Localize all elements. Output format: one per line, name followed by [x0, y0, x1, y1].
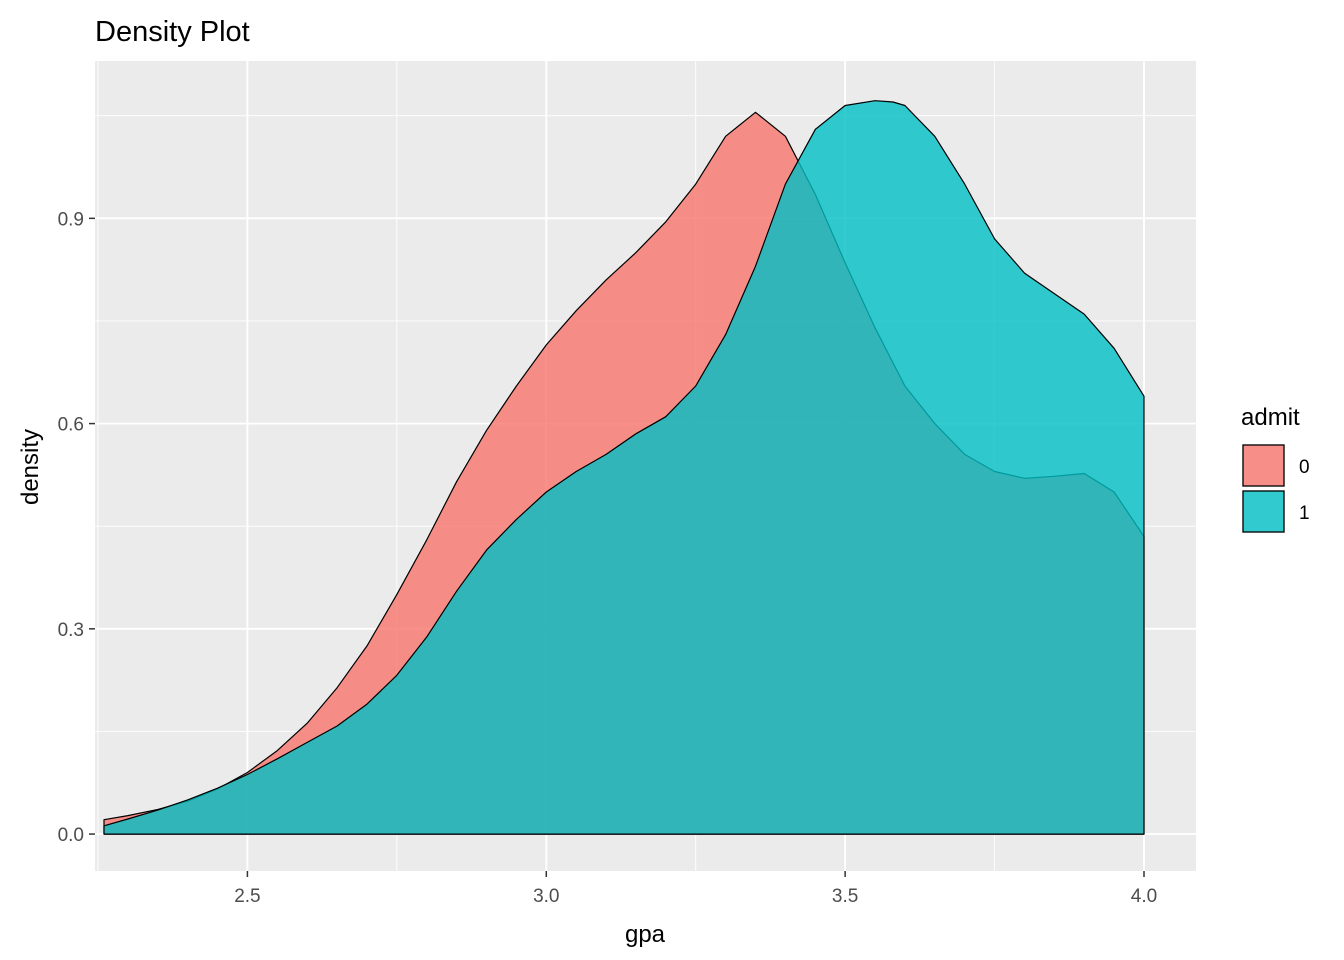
legend-label-admit-0: 0: [1299, 457, 1310, 478]
chart-title: Density Plot: [95, 16, 250, 48]
legend-label-admit-1: 1: [1299, 503, 1310, 524]
y-tick-label: 0.0: [58, 825, 84, 846]
y-tick-label: 0.3: [58, 620, 84, 641]
x-axis-title: gpa: [625, 921, 666, 948]
x-tick-label: 3.5: [832, 886, 858, 907]
y-tick-label: 0.9: [58, 209, 84, 230]
x-tick-label: 2.5: [234, 886, 260, 907]
density-area-admit-1: [103, 100, 1145, 835]
y-axis: 0.0 0.3 0.6 0.9: [58, 209, 95, 846]
legend-title: admit: [1241, 404, 1300, 431]
x-tick-label: 4.0: [1131, 886, 1157, 907]
x-tick-label: 3.0: [533, 886, 559, 907]
density-areas: [103, 100, 1145, 835]
legend-swatch-admit-0: [1242, 444, 1285, 487]
legend-items: 01: [1242, 444, 1310, 533]
y-axis-title: density: [17, 429, 44, 505]
legend: admit 01: [1241, 404, 1310, 533]
legend-swatch-admit-1: [1242, 490, 1285, 533]
y-tick-label: 0.6: [58, 415, 84, 436]
x-axis: 2.5 3.0 3.5 4.0: [234, 871, 1157, 907]
